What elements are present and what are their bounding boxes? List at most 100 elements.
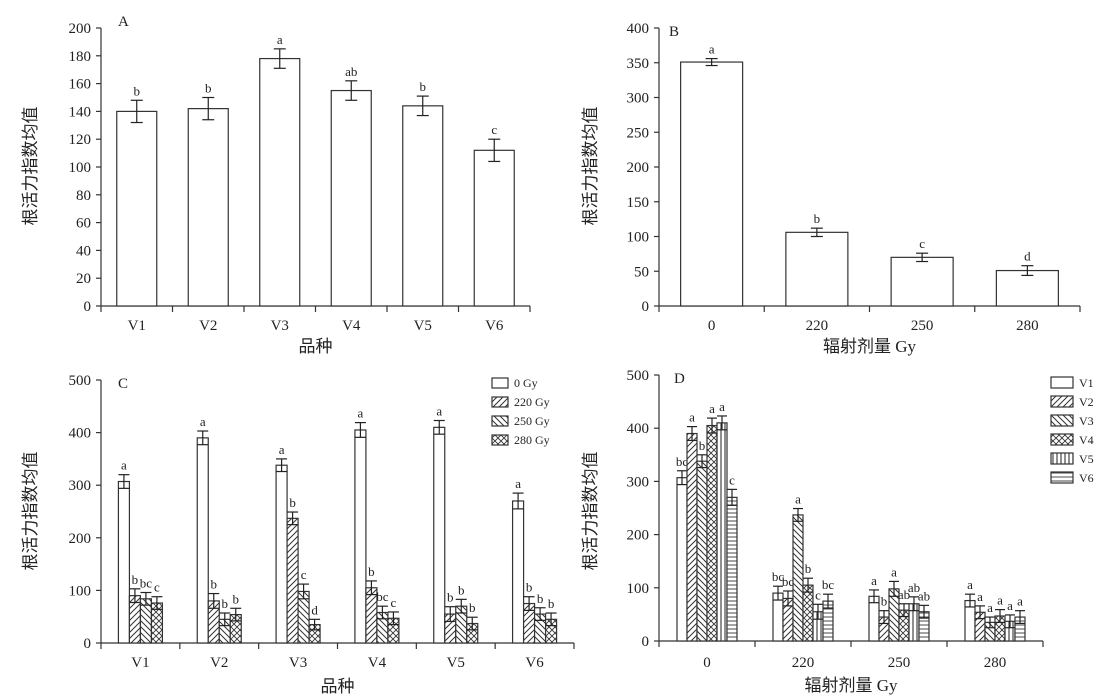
bar — [117, 480, 131, 644]
significance-label: ab — [918, 588, 930, 603]
significance-label: a — [436, 404, 442, 419]
y-axis-title: 根活力指数均值 — [21, 452, 40, 571]
x-tick-label: V1 — [131, 655, 149, 671]
bar — [696, 460, 708, 642]
legend-label: 0 Gy — [514, 376, 538, 390]
y-tick-label: 300 — [627, 474, 650, 490]
significance-label: c — [391, 595, 397, 610]
x-tick-label: 280 — [1016, 318, 1039, 334]
y-tick-label: 80 — [76, 188, 91, 204]
significance-label: a — [871, 573, 877, 588]
significance-label: a — [200, 414, 206, 429]
y-tick-label: 0 — [642, 299, 650, 315]
bar — [365, 587, 378, 644]
significance-label: a — [689, 410, 695, 425]
bar — [726, 496, 738, 642]
bar — [116, 110, 158, 307]
x-tick-label: V6 — [485, 318, 504, 334]
x-tick-label: 250 — [888, 655, 911, 671]
legend-swatch — [491, 415, 509, 427]
significance-label: c — [815, 587, 821, 602]
y-tick-label: 400 — [627, 21, 650, 37]
y-tick-label: 0 — [84, 636, 92, 652]
bar — [890, 256, 954, 307]
y-tick-label: 100 — [69, 583, 92, 599]
chart-panel-b: 0 50 100 150 200 250 300 350 400 0 220 250 280 辐射剂量 G… — [581, 21, 1081, 356]
legend-swatch — [1050, 376, 1074, 389]
bar — [187, 108, 229, 307]
y-tick-label: 300 — [69, 478, 92, 494]
y-tick-label: 200 — [627, 160, 650, 176]
y-tick-label: 300 — [627, 91, 650, 107]
bar — [196, 437, 209, 644]
legend-label: V3 — [1079, 414, 1094, 428]
x-tick-label: V2 — [199, 318, 217, 334]
significance-label: c — [729, 472, 735, 487]
significance-label: a — [1017, 594, 1023, 609]
legend-label: 250 Gy — [514, 414, 550, 428]
significance-label: d — [311, 602, 318, 617]
legend-swatch — [491, 377, 509, 389]
significance-label: b — [469, 600, 476, 615]
y-tick-label: 100 — [627, 581, 650, 597]
significance-label: a — [977, 589, 983, 604]
bar — [354, 429, 367, 644]
x-axis-title: 品种 — [321, 677, 355, 696]
significance-label: a — [358, 406, 364, 421]
legend-label: V1 — [1079, 376, 1094, 390]
y-tick-label: 50 — [634, 264, 649, 280]
significance-label: b — [233, 591, 240, 606]
bar — [286, 517, 299, 644]
significance-label: bc — [782, 574, 795, 589]
bar — [676, 477, 688, 642]
significance-label: ab — [898, 587, 910, 602]
bar — [716, 422, 728, 642]
significance-label: b — [699, 438, 706, 453]
significance-label: c — [154, 580, 160, 595]
y-tick-label: 140 — [69, 104, 92, 120]
bar — [330, 89, 372, 307]
bar — [706, 424, 718, 642]
y-tick-label: 150 — [627, 195, 650, 211]
bar — [995, 269, 1059, 307]
significance-label: b — [289, 495, 296, 510]
y-axis-title: 根活力指数均值 — [581, 452, 600, 571]
significance-label: b — [134, 83, 141, 98]
significance-label: bc — [140, 576, 153, 591]
significance-label: bc — [822, 577, 835, 592]
panel-label: C — [118, 376, 128, 392]
y-tick-label: 20 — [76, 271, 91, 287]
significance-label: b — [211, 577, 218, 592]
bar — [802, 584, 814, 642]
significance-label: a — [967, 577, 973, 592]
bar — [433, 426, 446, 644]
x-tick-label: 0 — [708, 318, 716, 334]
legend-swatch — [491, 434, 509, 446]
significance-label: b — [526, 580, 533, 595]
x-tick-label: V6 — [525, 655, 544, 671]
y-tick-label: 200 — [69, 21, 92, 37]
significance-label: b — [458, 582, 465, 597]
y-tick-label: 160 — [69, 77, 92, 93]
legend-swatch — [1050, 433, 1074, 446]
bar — [275, 464, 288, 644]
x-tick-label: 220 — [792, 655, 815, 671]
bar — [259, 57, 301, 307]
significance-label: b — [420, 79, 427, 94]
x-tick-label: V5 — [447, 655, 465, 671]
y-tick-label: 180 — [69, 49, 92, 65]
x-tick-label: V4 — [368, 655, 387, 671]
significance-label: b — [132, 572, 139, 587]
x-tick-label: V3 — [271, 318, 289, 334]
significance-label: b — [814, 211, 821, 226]
y-tick-label: 100 — [627, 230, 650, 246]
panel-label: A — [118, 14, 129, 30]
y-tick-label: 60 — [76, 216, 91, 232]
y-tick-label: 400 — [69, 426, 92, 442]
y-tick-label: 500 — [627, 368, 650, 384]
x-tick-label: 220 — [806, 318, 829, 334]
legend-swatch — [1050, 414, 1074, 427]
bar — [785, 231, 849, 307]
x-tick-label: V2 — [210, 655, 228, 671]
